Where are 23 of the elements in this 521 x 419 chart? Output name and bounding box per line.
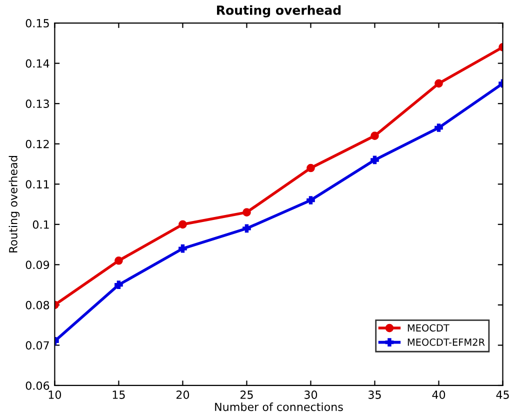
y-tick-label: 0.09 bbox=[26, 260, 50, 270]
y-tick-label: 0.13 bbox=[26, 100, 49, 108]
x-tick-label: 15 bbox=[112, 390, 125, 399]
y-tick-label: 0.08 bbox=[26, 300, 50, 310]
y-tick-label: 0.1 bbox=[32, 220, 49, 229]
x-tick-label: 25 bbox=[240, 390, 253, 399]
y-tick-label: 0.07 bbox=[26, 341, 49, 350]
x-tick-label: 20 bbox=[176, 390, 190, 399]
x-tick-label: 40 bbox=[432, 390, 446, 399]
y-tick-label: 0.06 bbox=[26, 381, 50, 390]
x-tick-label: 30 bbox=[304, 390, 318, 399]
y-tick-label: 0.15 bbox=[26, 19, 49, 28]
x-tick-label: 35 bbox=[368, 390, 381, 399]
y-tick-label: 0.12 bbox=[26, 140, 49, 148]
legend-label: MEOCDT-EFM2R bbox=[408, 338, 485, 346]
legend-label: MEOCDT bbox=[408, 324, 450, 332]
y-tick-label: 0.14 bbox=[26, 59, 50, 68]
y-axis-title: Routing overhead bbox=[8, 156, 20, 252]
x-tick-label: 10 bbox=[48, 390, 62, 399]
x-axis-title: Number of connections bbox=[215, 402, 343, 412]
chart-title: Routing overhead bbox=[217, 5, 341, 18]
x-tick-label: 45 bbox=[496, 390, 509, 399]
y-tick-label: 0.11 bbox=[26, 180, 49, 189]
